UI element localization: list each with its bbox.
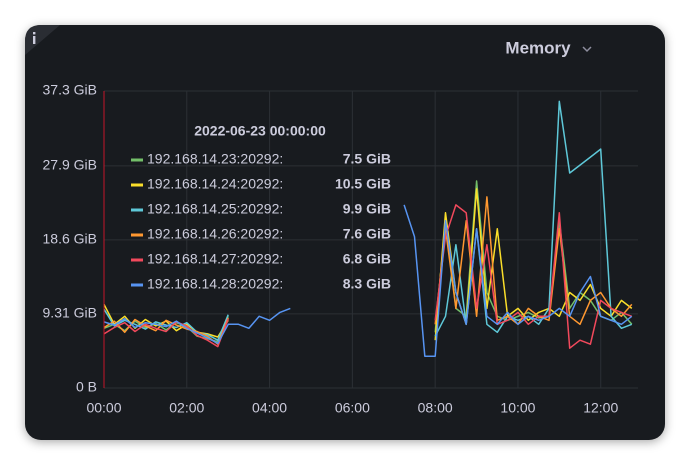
y-tick-label: 18.6 GiB: [43, 231, 97, 247]
panel-title[interactable]: Memory: [505, 38, 571, 57]
y-tick-label: 9.31 GiB: [43, 305, 97, 321]
legend-name: 192.168.14.27:20292:: [147, 251, 283, 267]
tooltip-value: 8.3 GiB: [343, 276, 391, 292]
tooltip-value: 10.5 GiB: [335, 176, 391, 192]
tooltip-value: 7.6 GiB: [343, 226, 391, 242]
x-tick-label: 10:00: [500, 400, 535, 416]
tooltip-value: 6.8 GiB: [343, 251, 391, 267]
legend-name: 192.168.14.28:20292:: [147, 276, 283, 292]
info-icon: [33, 36, 36, 44]
legend-name: 192.168.14.23:20292:: [147, 151, 283, 167]
series-line: [103, 196, 633, 345]
tooltip-value: 9.9 GiB: [343, 201, 391, 217]
x-tick-label: 02:00: [169, 400, 204, 416]
legend-name: 192.168.14.24:20292:: [147, 176, 283, 192]
legend-name: 192.168.14.25:20292:: [147, 201, 283, 217]
grid: 0 B 9.31 GiB 18.6 GiB 27.9 GiB 37.3 GiB 00:00…: [43, 82, 638, 416]
lines: [103, 91, 633, 388]
x-tick-label: 08:00: [418, 400, 453, 416]
info-corner[interactable]: [25, 25, 60, 55]
x-tick-label: 06:00: [335, 400, 370, 416]
x-tick-label: 12:00: [583, 400, 618, 416]
y-tick-label: 0 B: [76, 379, 97, 395]
y-tick-label: 27.9 GiB: [43, 157, 97, 173]
title-chevron[interactable]: [582, 46, 592, 53]
series-line: [103, 100, 633, 341]
x-tick-label: 04:00: [252, 400, 287, 416]
y-tick-label: 37.3 GiB: [43, 82, 97, 98]
series-line: [103, 204, 633, 357]
x-tick-label: 00:00: [86, 400, 121, 416]
info-icon-dot: [33, 32, 36, 35]
tooltip: 2022-06-23 00:00:00 192.168.14.23:20292:…: [131, 123, 391, 292]
legend-name: 192.168.14.26:20292:: [147, 226, 283, 242]
tooltip-time: 2022-06-23 00:00:00: [194, 123, 326, 139]
tooltip-value: 7.5 GiB: [343, 151, 391, 167]
